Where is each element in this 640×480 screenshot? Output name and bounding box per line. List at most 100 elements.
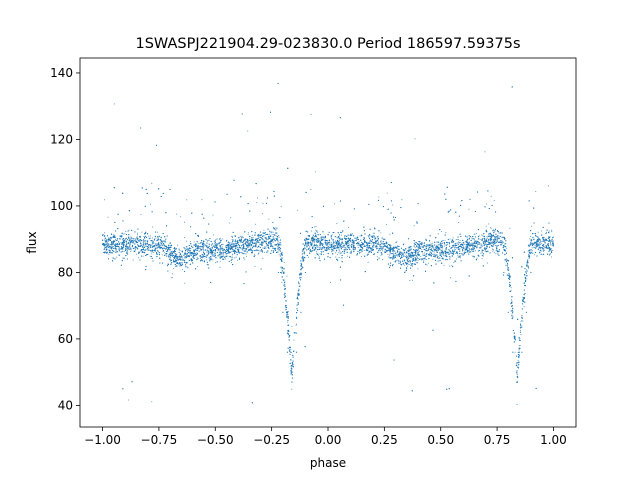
data-point	[455, 238, 457, 241]
data-point	[416, 256, 418, 258]
data-point	[521, 318, 523, 320]
data-point	[407, 262, 409, 264]
data-point	[364, 238, 366, 240]
data-point	[394, 250, 396, 252]
data-point	[266, 245, 268, 247]
scatter-points	[101, 82, 555, 406]
data-point	[258, 243, 260, 245]
data-point	[335, 252, 337, 254]
data-point	[288, 339, 290, 341]
data-point	[338, 252, 340, 254]
data-point	[132, 259, 134, 261]
data-point	[185, 248, 187, 251]
data-point	[197, 242, 199, 244]
data-point	[423, 259, 425, 261]
data-point	[501, 232, 503, 235]
data-point	[311, 250, 313, 252]
data-point	[332, 231, 334, 234]
data-point	[484, 151, 486, 153]
data-point	[170, 249, 172, 251]
data-point	[540, 240, 542, 242]
data-point	[389, 255, 391, 257]
data-point	[336, 223, 338, 225]
data-point	[319, 253, 321, 255]
data-point	[111, 247, 114, 249]
data-point	[298, 288, 300, 290]
data-point	[529, 243, 531, 245]
data-point	[149, 203, 152, 205]
data-point	[249, 246, 251, 248]
data-point	[315, 229, 317, 231]
data-point	[409, 249, 411, 251]
data-point	[523, 305, 525, 308]
data-point	[323, 253, 325, 255]
data-point	[501, 232, 503, 234]
data-point	[254, 265, 256, 268]
data-point	[329, 243, 331, 245]
data-point	[335, 240, 337, 242]
data-point	[179, 250, 181, 252]
data-point	[536, 236, 538, 238]
data-point	[474, 236, 477, 238]
data-point	[452, 237, 454, 239]
data-point	[192, 249, 195, 251]
data-point	[314, 242, 316, 244]
data-point	[119, 242, 121, 244]
data-point	[540, 230, 542, 232]
data-point	[520, 321, 522, 323]
data-point	[393, 251, 395, 253]
data-point	[376, 240, 378, 242]
data-point	[239, 235, 241, 237]
data-point	[368, 235, 370, 237]
data-point	[111, 244, 114, 246]
data-point	[548, 230, 550, 232]
data-point	[443, 255, 445, 257]
data-point	[201, 241, 203, 243]
data-point	[552, 236, 554, 238]
data-point	[279, 255, 281, 258]
data-point	[370, 250, 372, 253]
data-point	[115, 256, 117, 258]
data-point	[363, 249, 365, 252]
data-point	[407, 256, 409, 258]
data-point	[360, 256, 362, 258]
data-point	[138, 257, 140, 259]
data-point	[518, 349, 520, 351]
data-point	[253, 253, 255, 255]
data-point	[263, 229, 265, 231]
data-point	[313, 236, 315, 238]
data-point	[151, 182, 153, 184]
data-point	[179, 265, 181, 267]
data-point	[178, 249, 180, 251]
data-point	[230, 261, 232, 264]
data-point	[427, 245, 429, 247]
data-point	[516, 373, 518, 375]
data-point	[231, 236, 234, 238]
data-point	[531, 250, 533, 252]
data-point	[503, 248, 505, 250]
data-point	[148, 235, 150, 237]
data-point	[142, 238, 145, 240]
data-point	[143, 242, 145, 244]
data-point	[262, 247, 264, 249]
data-point	[370, 243, 372, 245]
data-point	[481, 257, 483, 260]
data-point	[141, 231, 143, 233]
data-point	[382, 258, 384, 261]
data-point	[381, 246, 383, 248]
data-point	[482, 244, 484, 246]
data-point	[516, 370, 518, 372]
data-point	[345, 235, 347, 237]
data-point	[490, 227, 492, 229]
data-point	[235, 256, 237, 258]
data-point	[483, 241, 485, 243]
data-point	[453, 260, 456, 262]
data-point	[531, 225, 533, 227]
data-point	[197, 234, 200, 236]
data-point	[303, 251, 305, 253]
data-point	[444, 239, 446, 241]
data-point	[348, 242, 350, 244]
data-point	[204, 244, 206, 246]
data-point	[367, 261, 369, 263]
data-point	[392, 204, 394, 206]
